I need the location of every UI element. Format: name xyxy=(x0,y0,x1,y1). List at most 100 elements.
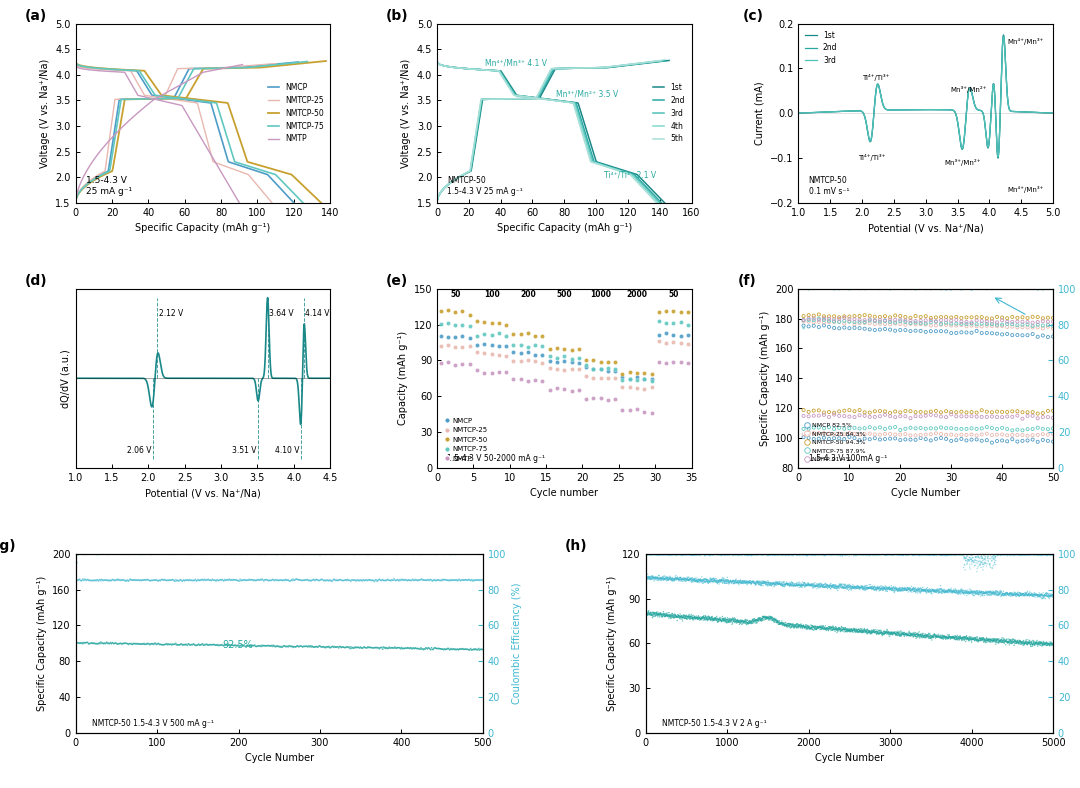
Point xyxy=(879,585,896,597)
Point xyxy=(1013,548,1030,560)
Point xyxy=(991,634,1009,647)
Point xyxy=(946,548,963,561)
Point xyxy=(333,641,350,654)
Point xyxy=(821,433,838,445)
3rd xyxy=(997,32,1010,42)
Point xyxy=(380,641,397,653)
Point xyxy=(994,328,1011,340)
Point xyxy=(829,623,847,635)
Point xyxy=(715,576,732,589)
Point xyxy=(932,548,949,561)
Point xyxy=(657,611,674,623)
Point xyxy=(786,620,804,633)
Point xyxy=(918,548,935,560)
Point xyxy=(719,547,737,559)
Point xyxy=(808,548,825,560)
Point xyxy=(748,548,766,560)
Point xyxy=(825,408,842,421)
Point xyxy=(685,574,702,586)
Point xyxy=(919,549,936,562)
Point xyxy=(983,327,1000,340)
Point xyxy=(647,607,664,619)
Point xyxy=(839,578,856,591)
Point xyxy=(978,434,996,447)
Point xyxy=(1011,636,1028,649)
Point xyxy=(922,319,940,332)
Point xyxy=(454,319,471,332)
Point xyxy=(864,548,881,560)
Point xyxy=(797,549,814,562)
Point xyxy=(667,569,685,582)
Point xyxy=(684,548,701,561)
Point xyxy=(905,585,922,598)
Point xyxy=(683,576,700,589)
Point xyxy=(470,547,487,559)
Point xyxy=(721,612,739,625)
Point xyxy=(1002,635,1020,648)
Point xyxy=(172,574,189,586)
Point xyxy=(968,411,985,423)
Point xyxy=(994,588,1011,600)
Point xyxy=(757,611,774,624)
Point xyxy=(978,636,996,649)
Point xyxy=(929,630,946,642)
Point xyxy=(697,548,714,560)
Point xyxy=(860,582,877,595)
Point xyxy=(707,575,725,588)
Point xyxy=(629,374,646,386)
Point xyxy=(135,637,152,650)
Point xyxy=(337,548,354,560)
Point xyxy=(1040,589,1057,602)
Point xyxy=(708,615,726,628)
Point xyxy=(851,548,868,560)
Point xyxy=(674,611,691,624)
Point xyxy=(788,548,806,560)
Point xyxy=(926,628,943,641)
Point xyxy=(113,638,131,651)
Point xyxy=(897,549,915,562)
Point xyxy=(976,556,994,569)
Point xyxy=(812,580,829,593)
Point xyxy=(689,611,706,623)
Point xyxy=(800,579,818,592)
Point xyxy=(831,623,848,636)
Point xyxy=(996,587,1013,600)
Point xyxy=(717,548,734,561)
Point xyxy=(197,638,214,651)
Point xyxy=(866,583,883,596)
Point xyxy=(672,611,689,623)
Point xyxy=(885,583,902,596)
Point xyxy=(912,325,929,337)
Point xyxy=(727,548,744,561)
Point xyxy=(720,613,738,626)
Point xyxy=(256,548,273,561)
Point xyxy=(869,548,887,560)
Point xyxy=(809,622,826,634)
Point xyxy=(755,548,772,560)
Point xyxy=(733,577,751,589)
Point xyxy=(125,637,143,650)
Point xyxy=(178,548,195,560)
Point xyxy=(1031,548,1049,560)
Point xyxy=(388,548,405,561)
Point xyxy=(849,548,866,560)
Point xyxy=(850,548,867,561)
Point xyxy=(880,548,897,560)
Point xyxy=(184,548,201,560)
Point xyxy=(687,611,704,624)
Point xyxy=(860,582,877,594)
Point xyxy=(968,546,985,559)
Point xyxy=(352,641,369,653)
Point xyxy=(824,580,841,593)
Point xyxy=(1034,637,1051,649)
Point xyxy=(852,548,869,560)
Point xyxy=(997,635,1014,648)
Point xyxy=(1025,548,1042,560)
Point xyxy=(1021,637,1038,650)
Point xyxy=(469,574,486,586)
Point xyxy=(1002,548,1020,561)
Point xyxy=(935,630,953,642)
Point xyxy=(718,577,735,589)
Point xyxy=(730,615,747,628)
Point xyxy=(840,422,858,435)
